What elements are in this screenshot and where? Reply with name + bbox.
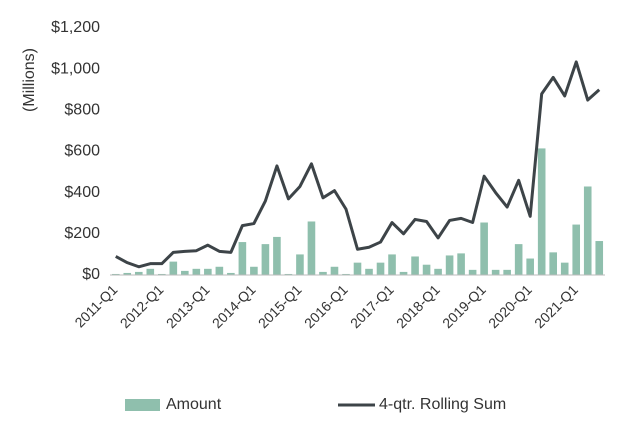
bar [307,221,316,275]
bar [204,268,212,275]
x-tick-label: 2021-Q1 [531,281,581,331]
bar [261,244,270,275]
bar [273,236,281,275]
bar [181,270,189,275]
bar [468,269,477,275]
bar [434,268,442,275]
bar [227,272,235,275]
x-tick-label: 2015-Q1 [255,281,305,331]
bar [514,244,523,275]
bar [330,266,339,275]
bar [560,262,569,275]
bar [549,252,557,275]
bar [158,273,166,275]
y-axis-label: (Millions) [21,48,38,112]
bar [238,242,247,275]
bar [503,269,511,275]
y-tick-label: $800 [64,102,100,119]
legend-swatch [125,399,160,411]
bar [353,262,362,275]
x-tick-label: 2014-Q1 [209,281,259,331]
bar [365,268,373,275]
bar [595,241,604,275]
bar [284,273,293,275]
bar [399,271,408,275]
y-tick-label: $1,200 [51,19,100,36]
x-tick-label: 2019-Q1 [439,281,489,331]
bar [342,273,350,275]
x-tick-label: 2017-Q1 [347,281,397,331]
bar [537,148,546,275]
legend-label: 4-qtr. Rolling Sum [379,396,506,413]
y-tick-label: $400 [64,184,100,201]
bar [388,254,396,275]
x-tick-label: 2012-Q1 [117,281,167,331]
x-tick-label: 2013-Q1 [163,281,213,331]
bar [445,255,454,275]
bar [296,254,304,275]
bar [491,269,500,275]
bar [123,272,132,275]
bar [526,258,534,275]
legend-label: Amount [166,396,222,413]
bar [192,268,201,275]
y-tick-label: $200 [64,225,100,242]
bar [411,256,419,275]
bar [376,262,385,275]
y-tick-label: $0 [82,266,100,283]
bar [111,273,120,275]
bar [146,268,155,275]
bar [583,186,592,275]
line [115,60,601,269]
x-tick-label: 2018-Q1 [393,281,443,331]
bar [250,266,258,275]
y-tick-label: $1,000 [51,60,100,77]
bar [572,224,581,275]
bar [319,271,327,275]
x-tick-label: 2020-Q1 [485,281,535,331]
x-tick-label: 2011-Q1 [71,281,120,330]
bar [134,271,143,275]
y-tick-label: $600 [64,143,100,160]
bar [480,222,488,275]
bar [422,264,431,275]
bar [215,266,224,275]
bar [457,253,465,275]
bar [169,261,178,275]
x-tick-label: 2016-Q1 [301,281,351,331]
